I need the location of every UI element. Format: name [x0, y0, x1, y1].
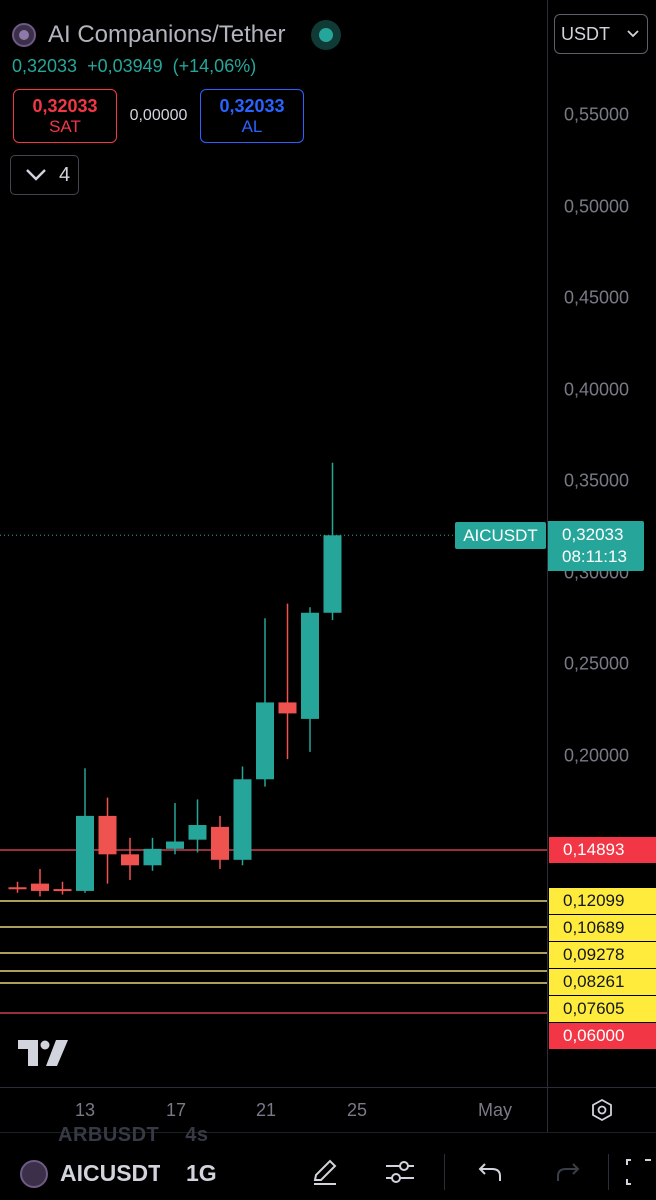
- price-tick-label: 0,20000: [564, 745, 630, 765]
- time-tick-label: May: [477, 1100, 513, 1120]
- candle-body: [188, 825, 207, 840]
- candle-countdown: 08:11:13: [562, 547, 627, 567]
- candle-body: [53, 889, 72, 892]
- toolbar-divider: [608, 1154, 609, 1190]
- sell-label: SAT: [49, 116, 81, 136]
- candle[interactable]: [188, 799, 207, 853]
- time-tick-label: 25: [346, 1100, 368, 1120]
- currency-value: USDT: [561, 23, 610, 44]
- buy-price: 0,32033: [219, 95, 285, 116]
- chevron-down-icon: [26, 169, 46, 181]
- candle-body: [121, 854, 139, 866]
- buy-label: AL: [241, 116, 263, 136]
- bottom-symbol-logo-icon[interactable]: [20, 1160, 48, 1188]
- symbol-title[interactable]: AI Companions/Tether: [48, 21, 286, 48]
- fullscreen-icon[interactable]: [620, 1152, 656, 1192]
- price-level-badge: 0,07605: [549, 996, 656, 1022]
- bottom-toolbar: [0, 1132, 656, 1200]
- time-tick-label: 17: [165, 1100, 187, 1120]
- price-tick-label: 0,45000: [564, 287, 630, 308]
- candle[interactable]: [143, 837, 162, 871]
- market-status-icon[interactable]: [311, 20, 342, 50]
- trade-panel: 0,32033 SAT 0,00000 0,32033 AL: [13, 89, 304, 143]
- candle[interactable]: [31, 868, 49, 897]
- time-tick-label: 13: [74, 1100, 96, 1120]
- currency-select[interactable]: USDT: [554, 14, 648, 54]
- candle[interactable]: [278, 603, 297, 760]
- sell-price: 0,32033: [32, 95, 98, 116]
- price-tick-label: 0,40000: [564, 379, 630, 399]
- candle-body: [98, 815, 117, 855]
- price-level-badge: 0,09278: [549, 942, 656, 968]
- symbol-logo-icon[interactable]: [12, 23, 36, 47]
- price-level-badge: 0,10689: [549, 915, 656, 941]
- symbol-header: AI Companions/Tether 0,32033 +0,03949 (+…: [12, 18, 342, 77]
- indicators-count: 4: [59, 163, 71, 186]
- candle-body: [301, 612, 319, 719]
- price-level-badge: 0,06000: [549, 1023, 656, 1049]
- candle[interactable]: [76, 768, 94, 893]
- pencil-icon[interactable]: [305, 1152, 345, 1192]
- price-tick-label: 0,25000: [564, 653, 630, 674]
- candle[interactable]: [323, 462, 342, 621]
- candle[interactable]: [53, 881, 72, 895]
- settings-hex-icon: [592, 1098, 612, 1122]
- sell-button[interactable]: 0,32033 SAT: [13, 89, 117, 143]
- candle[interactable]: [8, 881, 27, 893]
- price-tick-label: 0,35000: [564, 470, 630, 491]
- candle-body: [278, 702, 297, 714]
- price-change-percent: (+14,06%): [172, 56, 257, 76]
- price-level-badge: 0,14893: [549, 837, 656, 863]
- indicators-toggle-button[interactable]: 4: [10, 155, 79, 195]
- last-price: 0,32033: [12, 56, 78, 76]
- candle-body: [211, 826, 229, 860]
- current-price-value: 0,32033: [562, 525, 624, 545]
- chart-pane[interactable]: [0, 0, 547, 1087]
- price-change: +0,03949: [87, 56, 163, 76]
- candle-body: [233, 779, 252, 860]
- price-tick-label: 0,55000: [564, 104, 630, 125]
- sliders-icon[interactable]: [380, 1152, 420, 1192]
- time-axis[interactable]: 13 17 21 25 May: [0, 1087, 547, 1132]
- candle-body: [166, 841, 184, 849]
- axis-settings-button[interactable]: [547, 1087, 656, 1132]
- candle[interactable]: [98, 797, 117, 884]
- buy-button[interactable]: 0,32033 AL: [200, 89, 304, 143]
- candle[interactable]: [121, 837, 139, 880]
- current-price-symbol-tag: AICUSDT: [455, 522, 546, 550]
- undo-icon[interactable]: [470, 1152, 510, 1192]
- previous-symbol-hint: ARBUSDT 4s: [58, 1124, 209, 1146]
- candle-body: [76, 815, 94, 891]
- tradingview-logo[interactable]: [18, 1040, 68, 1071]
- price-level-badge: 0,12099: [549, 888, 656, 914]
- redo-icon[interactable]: [548, 1152, 588, 1192]
- price-tick-label: 0,50000: [564, 196, 630, 216]
- candle[interactable]: [301, 607, 319, 752]
- candle[interactable]: [166, 803, 184, 855]
- candle[interactable]: [233, 766, 252, 866]
- time-tick-label: 21: [255, 1100, 277, 1120]
- price-axis[interactable]: 0,55000 0,50000 0,45000 0,40000 0,35000 0,300…: [547, 0, 656, 1087]
- current-price-tag: 0,32033 08:11:13: [548, 521, 644, 572]
- interval-button[interactable]: 1G: [186, 1160, 217, 1186]
- candle-body: [31, 883, 49, 891]
- candle[interactable]: [211, 815, 229, 869]
- price-level-badge: 0,08261: [549, 969, 656, 995]
- toolbar-divider: [444, 1154, 445, 1190]
- bottom-symbol-button[interactable]: AICUSDT: [60, 1160, 160, 1186]
- candle-body: [323, 535, 342, 613]
- candle[interactable]: [256, 618, 274, 787]
- spread-value: 0,00000: [129, 107, 188, 124]
- chevron-down-icon: [627, 30, 639, 38]
- candle-body: [8, 887, 27, 890]
- candle-body: [143, 848, 162, 866]
- candle-body: [256, 702, 274, 780]
- candlestick-chart[interactable]: [0, 0, 547, 1087]
